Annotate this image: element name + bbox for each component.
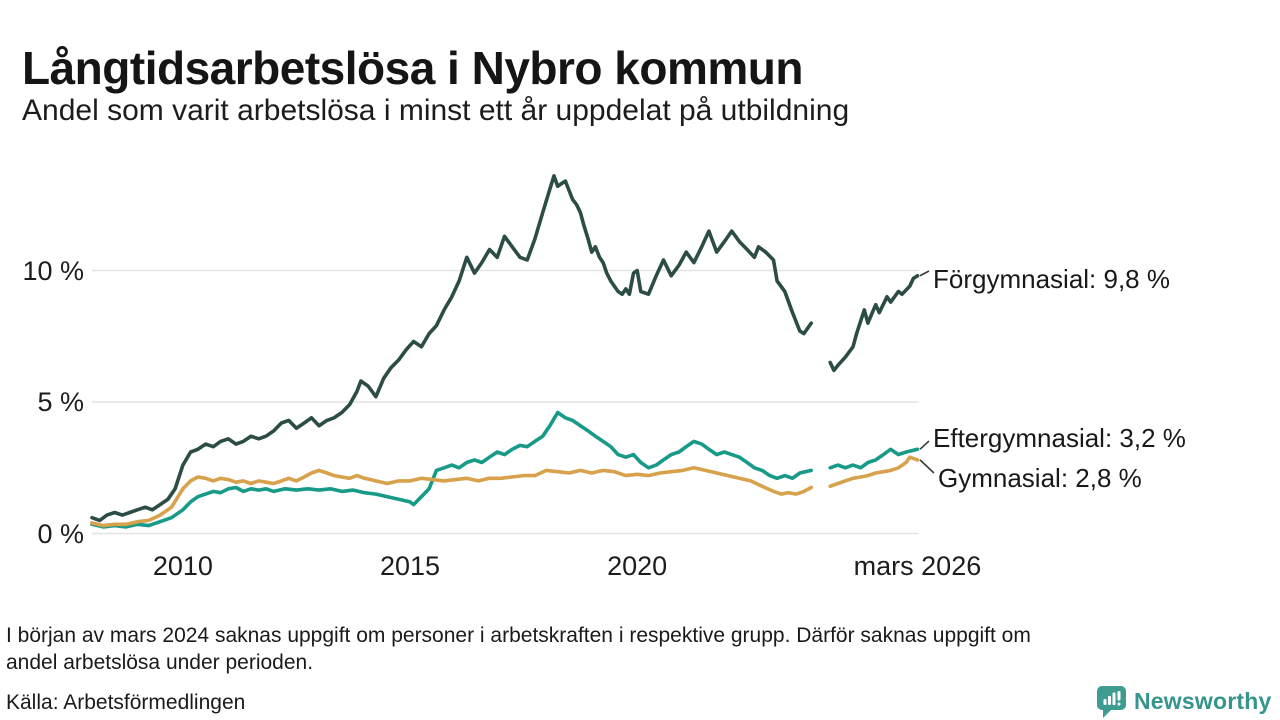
series-end-label-eftergymnasial: Eftergymnasial: 3,2 % xyxy=(933,423,1186,453)
page-title: Långtidsarbetslösa i Nybro kommun xyxy=(22,41,803,94)
newsworthy-brand-name: Newsworthy xyxy=(1134,688,1272,714)
footnote-line-1: I början av mars 2024 saknas uppgift om … xyxy=(6,624,1031,647)
x-tick-label: 2015 xyxy=(379,551,441,581)
series-end-label-forgymnasial: Förgymnasial: 9,8 % xyxy=(933,264,1170,294)
y-tick-label: 0 % xyxy=(37,518,84,549)
x-tick-label: mars 2026 xyxy=(853,551,982,581)
newsworthy-brand[interactable]: Newsworthy xyxy=(1097,686,1277,720)
y-tick-label: 10 % xyxy=(22,255,84,286)
x-tick-label: 2020 xyxy=(607,551,668,581)
end-label-connector-eftergymnasial xyxy=(919,440,930,450)
page-subtitle: Andel som varit arbetslösa i minst ett å… xyxy=(22,94,850,127)
series-line-gymnasial xyxy=(90,465,814,528)
series-line-forgymnasial xyxy=(828,273,920,373)
series-line-eftergymnasial xyxy=(90,410,814,529)
series-line-gymnasial xyxy=(828,455,920,489)
newsworthy-speech-bubble-bar-chart-icon xyxy=(1097,686,1126,718)
end-label-connector-gymnasial xyxy=(919,459,935,474)
series-line-eftergymnasial xyxy=(828,447,920,470)
series-end-label-gymnasial: Gymnasial: 2,8 % xyxy=(938,463,1142,493)
series-line-forgymnasial xyxy=(90,174,814,523)
source-attribution: Källa: Arbetsförmedlingen xyxy=(6,691,246,714)
y-tick-label: 5 % xyxy=(37,387,84,417)
x-tick-label: 2010 xyxy=(152,551,213,581)
end-label-connector-forgymnasial xyxy=(919,270,930,277)
footnote-line-2: andel arbetslösa under perioden. xyxy=(6,651,314,674)
